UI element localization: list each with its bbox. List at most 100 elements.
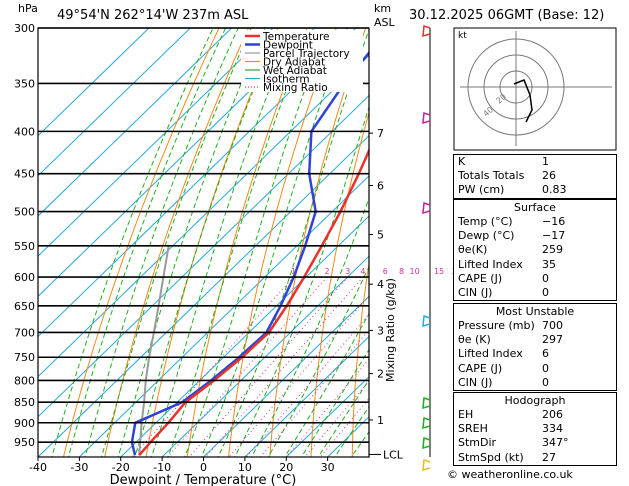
wind-barb-icon: [422, 458, 431, 472]
x-tick-label: -10: [153, 461, 171, 474]
height-tick-label: 7: [377, 127, 384, 140]
stat-label: SREH: [458, 422, 488, 436]
stat-value: 297: [542, 333, 563, 347]
mixing-ratio-value-label: 6: [383, 267, 388, 276]
isotherm-line: [38, 28, 191, 177]
isotherm-line: [38, 54, 369, 378]
stat-label: θe (K): [458, 333, 491, 347]
pressure-tick-label: 500: [14, 206, 35, 219]
mixing-ratio-line: [131, 276, 294, 457]
stat-value: 0.83: [542, 183, 567, 197]
stat-label: EH: [458, 408, 474, 421]
mixing-ratio-value-label: 4: [360, 267, 365, 276]
legend-label: Dewpoint: [263, 40, 313, 52]
hpa-label: hPa: [18, 2, 38, 15]
stat-row: StmDir 347°: [454, 436, 616, 450]
stat-row: Pressure (mb) 700: [454, 319, 616, 333]
stat-value: 0: [542, 375, 549, 389]
mixing-ratio-value-label: 10: [410, 267, 420, 276]
stat-label: Lifted Index: [458, 257, 523, 271]
wet-adiabat-line: [200, 28, 349, 457]
isotherm-line: [38, 135, 369, 457]
height-tick-label: 4: [377, 278, 384, 291]
isotherm-line: [285, 376, 369, 457]
pressure-tick-label: 400: [14, 125, 35, 138]
x-tick-label: -20: [112, 461, 130, 474]
wet-adiabat-line: [284, 312, 369, 457]
asl-label: ASL: [374, 16, 396, 29]
pressure-tick-label: 900: [14, 417, 35, 430]
isotherm-line: [120, 215, 369, 457]
hodograph-stats-panel: Hodograph EH 206 SREH 334 StmDir 347° StmSpd (…: [453, 392, 617, 466]
stat-label: Pressure (mb): [458, 319, 535, 332]
wind-barbs: [422, 24, 431, 472]
stat-row: Lifted Index 6: [454, 347, 616, 361]
stat-row: EH 206: [454, 408, 616, 422]
wind-barb-icon: [422, 396, 431, 410]
stat-label: Temp (°C): [458, 215, 513, 228]
wet-adiabat-line: [250, 196, 369, 457]
stat-row: CIN (J) 0: [454, 376, 616, 390]
wind-barb-icon: [422, 201, 431, 215]
height-tick-label: 2: [377, 368, 384, 381]
stat-row: Totals Totals 26: [454, 169, 616, 183]
legend-box: [241, 30, 363, 92]
stat-row: CAPE (J) 0: [454, 272, 616, 286]
stat-label: StmDir: [458, 436, 497, 450]
pressure-tick-label: 950: [14, 436, 35, 449]
hodograph-unit-label: kt: [458, 31, 467, 41]
height-tick-label: 3: [377, 324, 384, 337]
dry-adiabat-line: [145, 28, 279, 457]
stat-value: −17: [542, 229, 566, 243]
wind-barb-icon: [422, 111, 431, 125]
wind-barb-icon: [422, 314, 431, 328]
hodograph-trace: [513, 79, 533, 123]
stat-value: 27: [542, 450, 556, 464]
stat-value: 334: [542, 422, 563, 436]
stat-row: StmSpd (kt) 27: [454, 451, 616, 465]
x-tick-label: 10: [238, 461, 252, 474]
stat-value: 26: [542, 169, 556, 183]
isotherm-line: [38, 28, 233, 217]
legend-label: Dry Adiabat: [263, 57, 325, 69]
pressure-tick-label: 300: [14, 22, 35, 35]
pressure-tick-label: 800: [14, 374, 35, 387]
stat-row: Temp (°C) −16: [454, 215, 616, 229]
dry-adiabat-line: [228, 28, 337, 457]
stat-row: Dewp (°C) −17: [454, 229, 616, 243]
dry-adiabat-line: [104, 28, 249, 457]
isotherm-line: [38, 28, 150, 137]
isotherm-line: [38, 28, 315, 298]
hodograph-frame: [453, 27, 617, 151]
x-tick-label: -40: [29, 461, 47, 474]
stat-label: Dewp (°C): [458, 229, 515, 243]
mixing-ratio-value-label: 15: [434, 267, 444, 276]
mixing-ratio-value-label: 3: [345, 267, 350, 276]
stat-label: PW (cm): [458, 183, 505, 197]
legend-label: Isotherm: [263, 74, 310, 86]
dry-adiabat-line: [616, 28, 629, 457]
legend-label: Parcel Trajectory: [263, 48, 350, 60]
axes: -40 -30 -20 -10 0 10 20 30: [29, 27, 370, 474]
mixing-ratio-labels: 12346810152025: [291, 267, 476, 276]
stat-row: CAPE (J) 0: [454, 362, 616, 376]
mixing-ratio-value-label: 2: [324, 267, 329, 276]
x-tick-label: 20: [279, 461, 293, 474]
x-axis-label: Dewpoint / Temperature (°C): [110, 473, 297, 486]
stat-label: CIN (J): [458, 285, 493, 299]
stat-row: θe(K) 259: [454, 243, 616, 257]
stat-label: CAPE (J): [458, 271, 503, 285]
pressure-tick-label: 600: [14, 271, 35, 284]
pressure-tick-label: 650: [14, 300, 35, 313]
legend-label: Temperature: [262, 31, 330, 43]
stat-row: SREH 334: [454, 422, 616, 436]
stat-label: Totals Totals: [458, 169, 525, 183]
pressure-tick-label: 750: [14, 351, 35, 364]
pressure-tick-label: 450: [14, 168, 35, 181]
mixing-ratio-value-label: 1: [291, 267, 296, 276]
hodograph-stats-title: Hodograph: [504, 394, 566, 407]
